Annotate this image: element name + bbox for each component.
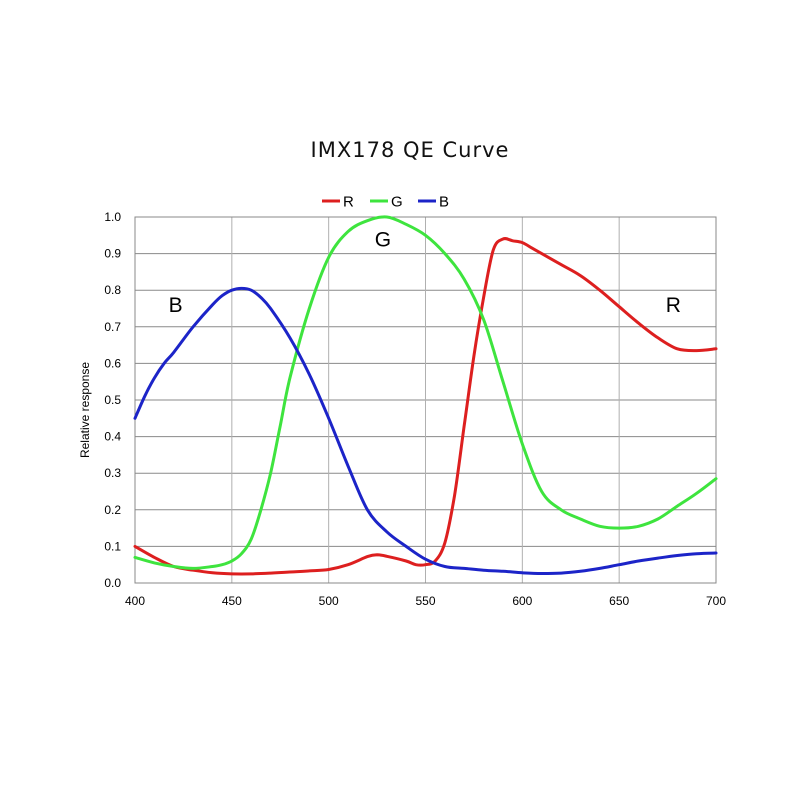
x-tick-label: 450 <box>222 594 242 608</box>
x-tick-label: 550 <box>415 594 435 608</box>
x-tick-label: 400 <box>125 594 145 608</box>
annotations: B G R <box>169 228 681 317</box>
x-tick-label: 500 <box>319 594 339 608</box>
y-tick-label: 0.0 <box>104 576 121 590</box>
x-tick-label: 700 <box>706 594 726 608</box>
series-line-r <box>133 237 718 576</box>
y-tick-label: 0.3 <box>104 466 121 480</box>
series-lines <box>133 215 718 576</box>
chart-title: IMX178 QE Curve <box>310 138 510 162</box>
curve-annotation-b: B <box>169 294 183 317</box>
y-tick-label: 0.1 <box>104 539 121 553</box>
axis-ticks: 0.0 0.1 0.2 0.3 0.4 0.5 0.6 0.7 0.8 0.9 1.0 400 450 5… <box>104 210 726 608</box>
y-tick-label: 0.8 <box>104 283 121 297</box>
x-tick-label: 650 <box>609 594 629 608</box>
y-tick-label: 0.9 <box>104 247 121 261</box>
legend-label-g: G <box>391 194 403 211</box>
y-tick-label: 0.5 <box>104 393 121 407</box>
legend-label-r: R <box>343 194 354 211</box>
legend-label-b: B <box>439 194 449 211</box>
curve-annotation-g: G <box>375 228 391 251</box>
plot-frame <box>134 216 717 584</box>
y-tick-label: 0.6 <box>104 356 121 370</box>
series-line-b <box>133 286 718 575</box>
y-tick-label: 0.4 <box>104 430 121 444</box>
series-line-g <box>133 215 718 570</box>
y-tick-label: 0.2 <box>104 503 121 517</box>
y-tick-label: 1.0 <box>104 210 121 224</box>
curve-annotation-r: R <box>666 294 681 317</box>
y-tick-label: 0.7 <box>104 320 121 334</box>
x-tick-label: 600 <box>512 594 532 608</box>
y-axis-label: Relative response <box>78 362 92 458</box>
